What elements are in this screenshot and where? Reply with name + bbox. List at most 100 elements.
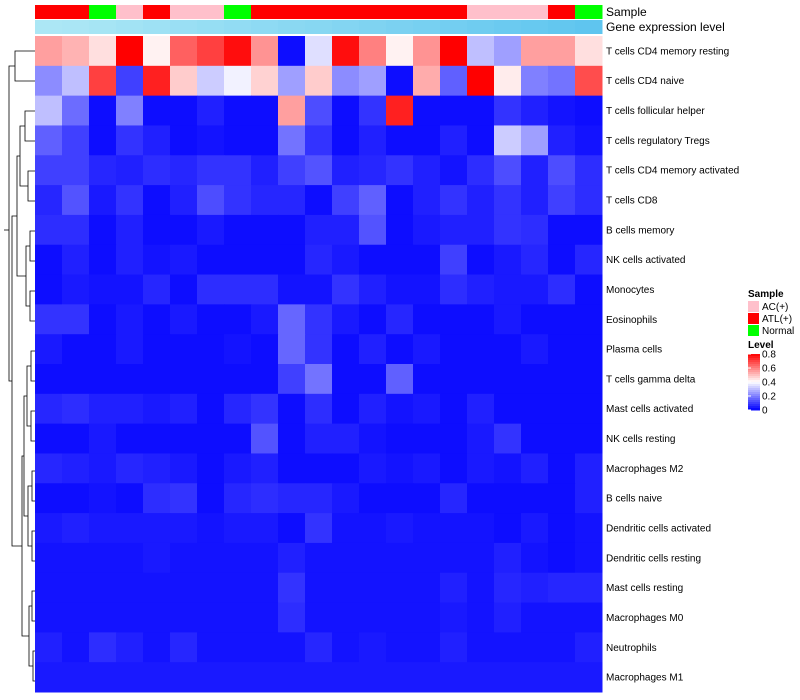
heatmap-cell (359, 244, 387, 276)
heatmap-cell (197, 423, 225, 454)
heatmap-cell (170, 125, 198, 156)
heatmap-cell (467, 542, 495, 574)
row-label: T cells CD4 memory activated (606, 166, 739, 177)
heatmap-cell (332, 304, 360, 335)
heatmap-cell (35, 36, 63, 67)
heatmap-cell (467, 393, 495, 425)
heatmap-cell (143, 513, 171, 544)
heatmap-cell (386, 155, 414, 186)
heatmap-cell (548, 95, 576, 126)
heatmap-cell (305, 274, 333, 305)
sample-annotation-cell (305, 5, 333, 19)
heatmap-cell (359, 662, 387, 693)
heatmap-cell (332, 185, 360, 216)
heatmap-cell (467, 155, 495, 186)
heatmap-cell (386, 572, 414, 604)
heatmap-cell (170, 214, 198, 246)
heatmap-cell (224, 542, 252, 574)
heatmap-cell (224, 662, 252, 693)
level-legend-tick-label: 0 (762, 406, 768, 417)
level-legend-gradient-step (748, 380, 760, 383)
heatmap-cell (413, 662, 441, 693)
heatmap-cell (62, 423, 90, 454)
heatmap-cell (521, 542, 549, 574)
row-label: Dendritic cells resting (606, 553, 701, 564)
heatmap-cell (170, 274, 198, 305)
heatmap-cell (575, 483, 603, 514)
heatmap-cell (494, 542, 522, 574)
heatmap-cell (305, 453, 333, 484)
heatmap-cell (521, 244, 549, 276)
heatmap-cell (386, 36, 414, 67)
heatmap-cell (575, 185, 603, 216)
heatmap-cell (35, 602, 63, 633)
level-legend-gradient-step (748, 390, 760, 393)
heatmap-cell (305, 513, 333, 544)
heatmap-cell (440, 95, 468, 126)
heatmap-cell (440, 334, 468, 365)
heatmap-cell (467, 423, 495, 454)
heatmap-cell (440, 304, 468, 335)
heatmap-cell (224, 155, 252, 186)
heatmap-cell (305, 602, 333, 633)
heatmap-cell (494, 423, 522, 454)
heatmap-cell (197, 364, 225, 395)
heatmap-cell (197, 632, 225, 663)
level-legend-gradient-step (748, 386, 760, 389)
heatmap-cell (386, 453, 414, 484)
heatmap-cell (467, 453, 495, 484)
heatmap-cell (386, 602, 414, 633)
heatmap-cell (197, 453, 225, 484)
heatmap-cell (143, 304, 171, 335)
heatmap-cell (305, 483, 333, 514)
heatmap-cell (548, 155, 576, 186)
sample-annotation-cell (413, 5, 441, 19)
heatmap-cell (89, 513, 117, 544)
heatmap-cell (143, 602, 171, 633)
heatmap-cell (251, 483, 279, 514)
heatmap-cell (467, 244, 495, 276)
heatmap-cell (332, 483, 360, 514)
heatmap-cell (494, 185, 522, 216)
heatmap-cell (494, 632, 522, 663)
heatmap-cell (494, 274, 522, 305)
heatmap-cell (305, 214, 333, 246)
heatmap-cell (467, 662, 495, 693)
level-legend-gradient-step (748, 356, 760, 359)
expression-annotation-cell (224, 20, 252, 34)
heatmap-cell (413, 393, 441, 425)
row-label: Macrophages M0 (606, 613, 684, 624)
heatmap-cell (116, 513, 144, 544)
heatmap-cell (413, 36, 441, 67)
heatmap-cell (278, 185, 306, 216)
heatmap-cell (413, 453, 441, 484)
heatmap-cell (143, 393, 171, 425)
heatmap-cell (170, 572, 198, 604)
heatmap-cell (35, 423, 63, 454)
heatmap-cell (413, 95, 441, 126)
row-label: Eosinophils (606, 315, 657, 326)
heatmap-cell (170, 155, 198, 186)
heatmap-cell (278, 36, 306, 67)
heatmap-cell (62, 662, 90, 693)
heatmap-cell (89, 572, 117, 604)
heatmap-cell (170, 304, 198, 335)
heatmap-cell (116, 423, 144, 454)
heatmap-cell (170, 65, 198, 97)
heatmap-cell (35, 632, 63, 663)
heatmap-cell (548, 185, 576, 216)
level-legend-gradient-step (748, 362, 760, 365)
heatmap-cell (305, 36, 333, 67)
heatmap-cell (332, 65, 360, 97)
heatmap-cell (575, 125, 603, 156)
heatmap-cell (251, 244, 279, 276)
heatmap-cell (197, 304, 225, 335)
heatmap-cell (548, 513, 576, 544)
heatmap-cell (413, 185, 441, 216)
heatmap-cell (332, 513, 360, 544)
heatmap-cell (359, 513, 387, 544)
heatmap-cell (575, 423, 603, 454)
heatmap-cell (197, 155, 225, 186)
row-label: B cells memory (606, 225, 674, 236)
